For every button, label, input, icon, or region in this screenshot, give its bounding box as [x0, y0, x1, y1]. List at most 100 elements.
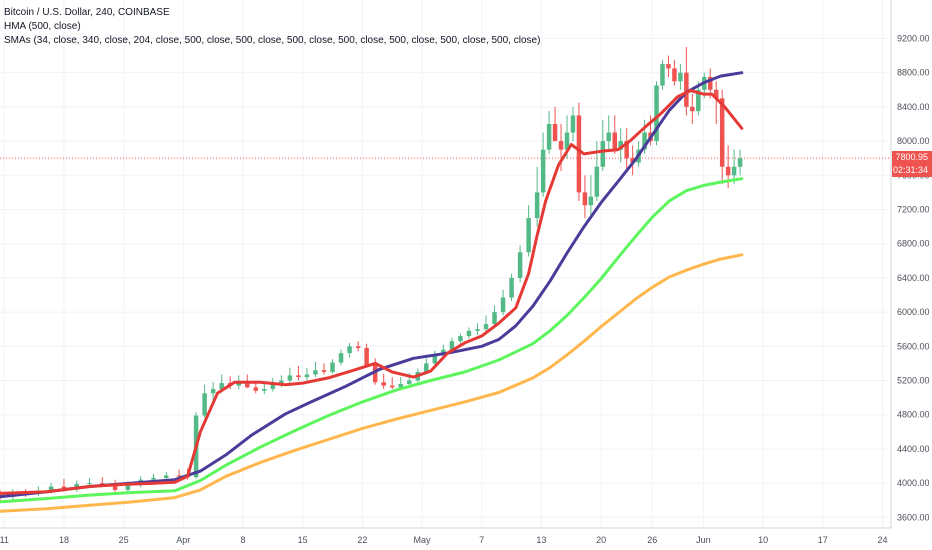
candle-body — [588, 196, 594, 206]
candlesticks — [0, 47, 743, 501]
candle-body — [381, 382, 386, 386]
x-tick-label: 13 — [536, 535, 546, 545]
candle-body — [364, 348, 369, 366]
candle-body — [296, 375, 301, 378]
candle-body — [690, 106, 695, 112]
candle-body — [630, 158, 635, 163]
candle-body — [624, 141, 629, 159]
x-tick-label: Apr — [176, 535, 190, 545]
candle-body — [696, 89, 701, 112]
y-tick-label: 4400.00 — [897, 444, 930, 454]
candle-body — [125, 484, 131, 490]
hma-line — [0, 89, 744, 495]
candle-body — [458, 336, 463, 342]
candle-body — [594, 166, 600, 197]
candle-body — [313, 370, 318, 375]
candle-body — [176, 475, 182, 477]
candle-body — [398, 383, 403, 388]
candle-body — [678, 72, 683, 82]
candle-body — [432, 353, 438, 364]
y-tick-label: 7200.00 — [897, 204, 930, 214]
candle-body — [492, 312, 497, 325]
candle-body — [253, 387, 259, 391]
chart-legend: Bitcoin / U.S. Dollar, 240, COINBASE HMA… — [4, 6, 540, 48]
candle-body — [672, 68, 677, 82]
candle-body — [151, 477, 156, 480]
sma-34-line — [0, 71, 744, 499]
candle-body — [347, 346, 352, 354]
y-tick-label: 8400.00 — [897, 102, 930, 112]
grid — [0, 0, 891, 528]
candle-body — [582, 192, 588, 206]
candle-body — [534, 192, 540, 219]
candle-body — [618, 141, 623, 150]
candle-body — [355, 346, 361, 349]
last-price-label: 7800.95 — [892, 151, 932, 165]
candle-body — [372, 365, 378, 383]
candle-body — [612, 132, 617, 150]
y-tick-label: 6000.00 — [897, 307, 930, 317]
candle-body — [441, 349, 446, 354]
candle-body — [74, 483, 79, 489]
y-tick-label: 4000.00 — [897, 478, 930, 488]
candle-body — [210, 389, 216, 394]
candle-body — [236, 382, 241, 386]
candle-body — [475, 329, 480, 331]
candle-body — [389, 385, 395, 388]
x-tick-label: Jun — [696, 535, 711, 545]
candle-body — [606, 132, 612, 142]
x-tick-label: 8 — [240, 535, 245, 545]
y-tick-label: 8000.00 — [897, 136, 930, 146]
candle-body — [731, 166, 737, 176]
candle-body — [564, 132, 570, 150]
x-tick-label: 18 — [59, 535, 69, 545]
candle-body — [100, 483, 105, 485]
candle-body — [164, 475, 169, 478]
candle-body — [202, 393, 207, 416]
candle-body — [540, 149, 546, 193]
y-tick-label: 5600.00 — [897, 341, 930, 351]
x-tick-label: 24 — [877, 535, 887, 545]
x-tick-label: 7 — [479, 535, 484, 545]
candle-body — [338, 353, 344, 363]
candle-body — [546, 123, 552, 150]
candle-body — [449, 341, 455, 350]
candle-body — [737, 158, 743, 167]
candle-body — [558, 141, 564, 150]
y-tick-label: 6800.00 — [897, 239, 930, 249]
candle-body — [321, 370, 327, 372]
candle-body — [660, 64, 665, 86]
price-axis[interactable]: 3600.00 4000.00 4400.00 4800.00 5200.00 5600.… — [897, 33, 930, 522]
candle-body — [570, 115, 576, 133]
y-tick-label: 5200.00 — [897, 376, 930, 386]
candle-body — [684, 72, 689, 107]
x-tick-label: 26 — [647, 535, 657, 545]
candle-body — [61, 486, 67, 489]
candle-body — [713, 89, 719, 99]
x-tick-label: 15 — [298, 535, 308, 545]
time-axis[interactable]: 11 18 25 Apr 8 15 22 May 7 13 20 26 Jun 10 17 24 — [0, 535, 887, 545]
symbol-title[interactable]: Bitcoin / U.S. Dollar, 240, COINBASE — [4, 7, 170, 18]
candle-body — [287, 375, 293, 381]
candle-body — [576, 115, 582, 193]
y-tick-label: 9200.00 — [897, 33, 930, 43]
bar-countdown-label: 02:31:34 — [892, 164, 932, 178]
candle-body — [87, 483, 92, 485]
candle-body — [245, 382, 250, 388]
candle-body — [666, 64, 671, 69]
candle-body — [466, 330, 472, 337]
candle-body — [719, 98, 725, 167]
sma-340-line — [0, 253, 744, 513]
x-tick-label: 17 — [818, 535, 828, 545]
candle-body — [654, 85, 659, 142]
sma-legend-label[interactable]: SMAs (34, close, 340, close, 204, close,… — [4, 35, 541, 46]
candle-body — [509, 277, 514, 298]
sma-204-line — [0, 177, 744, 504]
hma-legend-label[interactable]: HMA (500, close) — [4, 21, 81, 32]
candle-body — [262, 389, 267, 391]
candle-body — [642, 132, 647, 150]
candle-body — [330, 362, 335, 372]
candle-body — [304, 374, 310, 378]
x-tick-label: May — [414, 535, 432, 545]
